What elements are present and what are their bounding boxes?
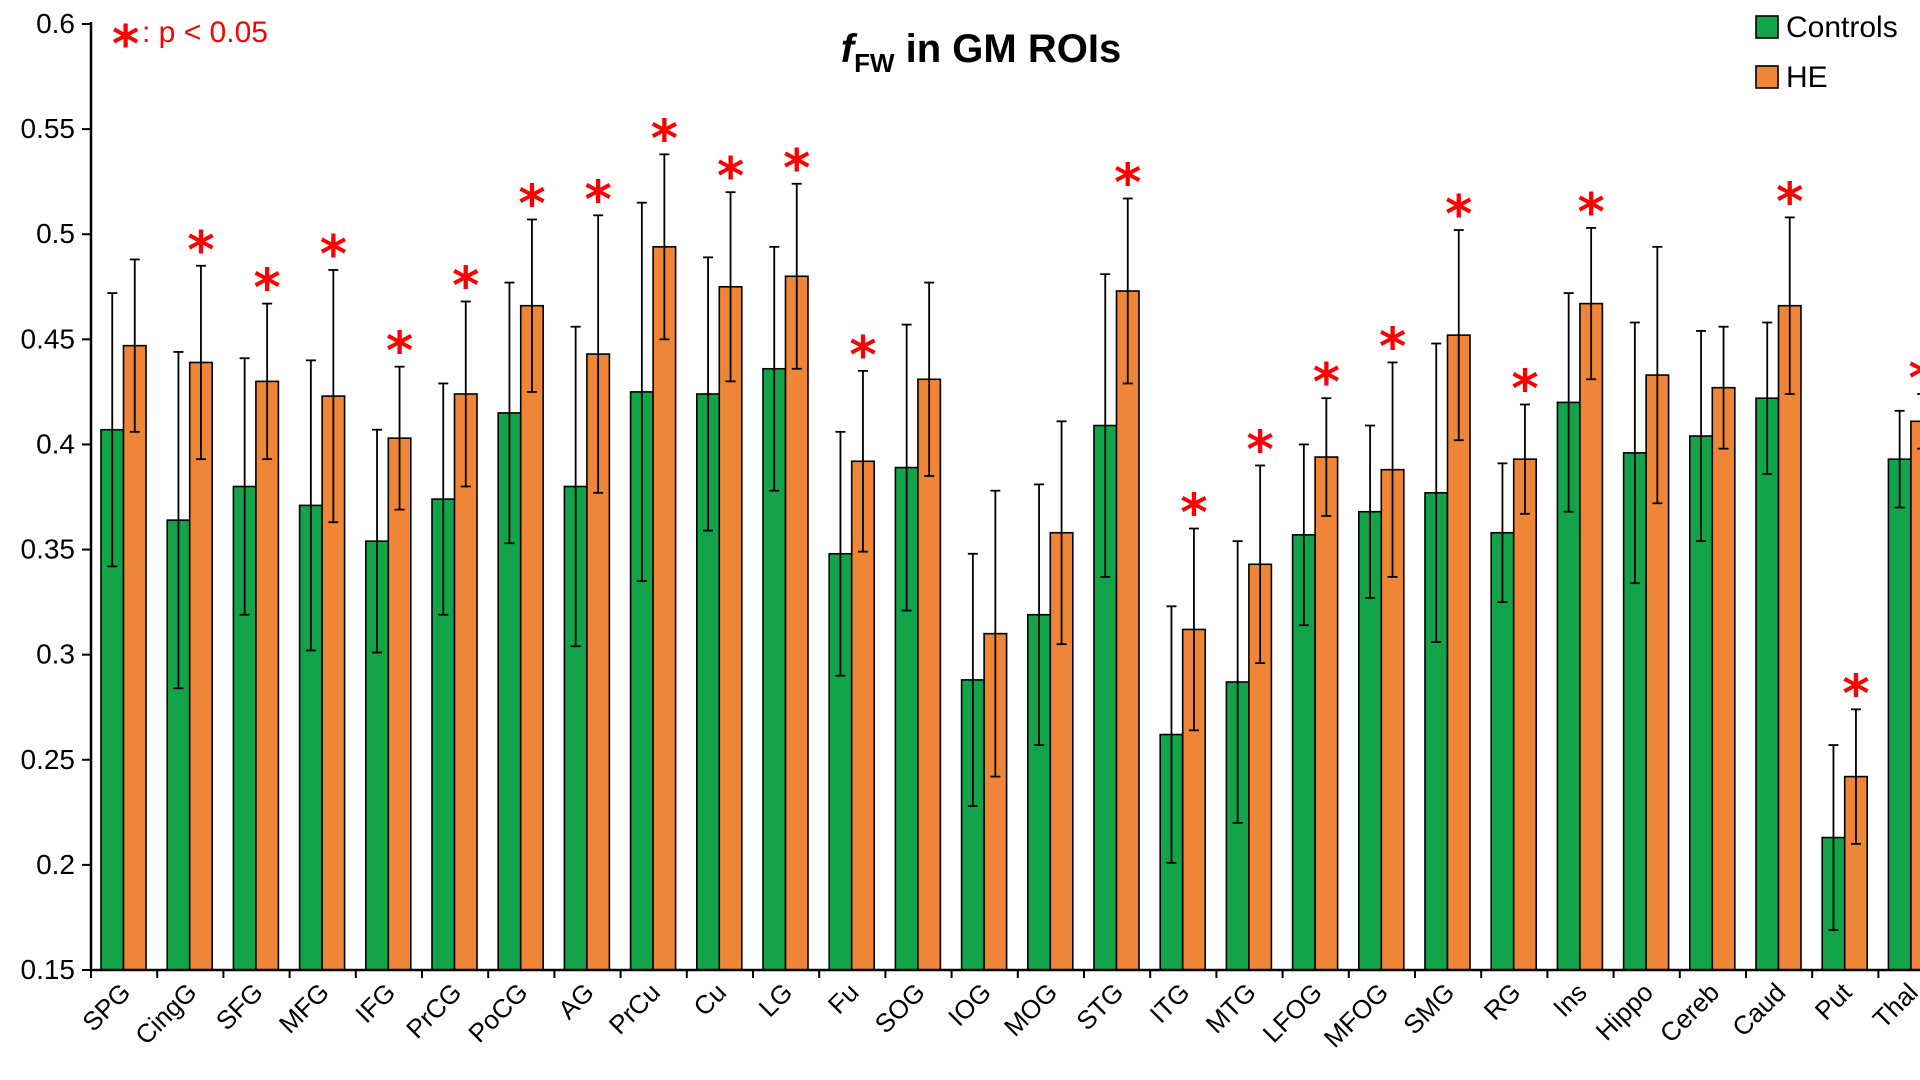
x-tick-label-spg: SPG — [76, 977, 136, 1037]
significance-star-itg: * — [1180, 484, 1207, 544]
x-tick-label-itg: ITG — [1144, 977, 1196, 1029]
legend-swatch-he — [1755, 65, 1779, 89]
bar-controls-caud — [1755, 397, 1780, 971]
x-tick-label-put: Put — [1809, 976, 1858, 1025]
x-tick-label-cu: Cu — [687, 977, 732, 1022]
bar-he-spg — [122, 344, 147, 971]
significance-star-put: * — [1842, 664, 1869, 724]
significance-star-smg: * — [1445, 185, 1472, 245]
x-tick-label-fu: Fu — [822, 977, 865, 1020]
significance-star-lfog: * — [1313, 353, 1340, 413]
x-tick-label-pocg: PoCG — [462, 977, 533, 1048]
bar-he-ins — [1579, 302, 1604, 971]
x-tick-label-ifg: IFG — [349, 977, 401, 1029]
significance-star-sfg: * — [254, 259, 281, 319]
x-tick-label-cingg: CingG — [129, 977, 202, 1050]
bar-he-prcu — [652, 246, 677, 971]
legend-swatch-controls — [1755, 15, 1779, 39]
significance-star-prcg: * — [452, 256, 479, 316]
x-tick-label-caud: Caud — [1726, 977, 1791, 1042]
significance-star-cu: * — [717, 147, 744, 207]
chart-title: fFW in GM ROIs — [841, 27, 1121, 78]
significance-note-text: : p < 0.05 — [142, 16, 268, 49]
bar-he-lfog — [1314, 456, 1339, 971]
significance-star-rg: * — [1511, 360, 1538, 420]
y-tick-label-0.5: 0.5 — [36, 218, 75, 249]
y-tick-label-0.15: 0.15 — [21, 954, 76, 985]
significance-star-cingg: * — [187, 221, 214, 281]
bar-he-thal — [1910, 420, 1920, 971]
x-tick-label-mtg: MTG — [1200, 977, 1262, 1039]
significance-star-mfog: * — [1379, 317, 1406, 377]
y-tick-label-0.55: 0.55 — [21, 113, 76, 144]
significance-star-prcu: * — [651, 109, 678, 169]
x-tick-label-thal: Thal — [1867, 977, 1920, 1034]
x-tick-label-mog: MOG — [998, 977, 1063, 1042]
significance-star-ifg: * — [386, 322, 413, 382]
x-tick-label-ins: Ins — [1547, 977, 1593, 1023]
x-tick-label-prcu: PrCu — [603, 977, 666, 1040]
y-tick-label-0.25: 0.25 — [21, 744, 76, 775]
x-tick-label-prcg: PrCG — [400, 977, 467, 1044]
significance-star-ins: * — [1578, 183, 1605, 243]
significance-note-star: * — [112, 15, 139, 75]
bar-he-sfg — [255, 380, 280, 971]
chart-title-subscript: FW — [854, 48, 895, 78]
significance-star-pocg: * — [518, 175, 545, 235]
x-tick-label-sog: SOG — [869, 977, 931, 1039]
bar-he-cu — [718, 285, 743, 971]
bar-he-caud — [1777, 304, 1802, 971]
y-tick-label-0.4: 0.4 — [36, 428, 75, 459]
x-tick-label-mfog: MFOG — [1318, 977, 1394, 1053]
significance-star-lg: * — [783, 139, 810, 199]
significance-star-fu: * — [849, 326, 876, 386]
x-tick-label-ag: AG — [552, 977, 600, 1025]
bar-he-rg — [1512, 458, 1537, 971]
x-tick-label-cereb: Cereb — [1654, 977, 1725, 1048]
y-tick-label-0.2: 0.2 — [36, 849, 75, 880]
bar-he-cereb — [1711, 386, 1736, 971]
x-tick-label-iog: IOG — [942, 977, 997, 1032]
significance-star-caud: * — [1776, 172, 1803, 232]
legend-label-controls: Controls — [1786, 11, 1898, 44]
legend-label-he: HE — [1786, 61, 1828, 94]
significance-star-stg: * — [1114, 153, 1141, 213]
x-tick-label-stg: STG — [1070, 977, 1129, 1036]
x-tick-label-lg: LG — [753, 977, 799, 1023]
significance-star-thal: * — [1909, 349, 1920, 409]
x-tick-label-sfg: SFG — [210, 977, 269, 1036]
significance-star-mfg: * — [320, 225, 347, 285]
significance-star-ag: * — [585, 170, 612, 230]
chart-title-rest: in GM ROIs — [895, 27, 1122, 71]
chart-title-italic: f — [841, 27, 858, 71]
x-tick-label-hippo: Hippo — [1590, 977, 1659, 1046]
y-tick-label-0.3: 0.3 — [36, 639, 75, 670]
x-tick-label-rg: RG — [1478, 977, 1527, 1026]
bar-he-pocg — [519, 304, 545, 971]
x-tick-label-lfog: LFOG — [1257, 977, 1328, 1048]
y-tick-label-0.45: 0.45 — [21, 323, 76, 354]
bar-he-lg — [784, 275, 809, 971]
y-tick-label-0.6: 0.6 — [36, 8, 75, 39]
x-tick-label-mfg: MFG — [273, 977, 335, 1039]
x-tick-label-smg: SMG — [1397, 977, 1460, 1040]
bar-he-ifg — [387, 437, 412, 971]
significance-star-mtg: * — [1247, 420, 1274, 480]
bar-he-stg — [1115, 290, 1140, 971]
y-tick-label-0.35: 0.35 — [21, 534, 76, 565]
bar-controls-thal — [1887, 458, 1912, 971]
